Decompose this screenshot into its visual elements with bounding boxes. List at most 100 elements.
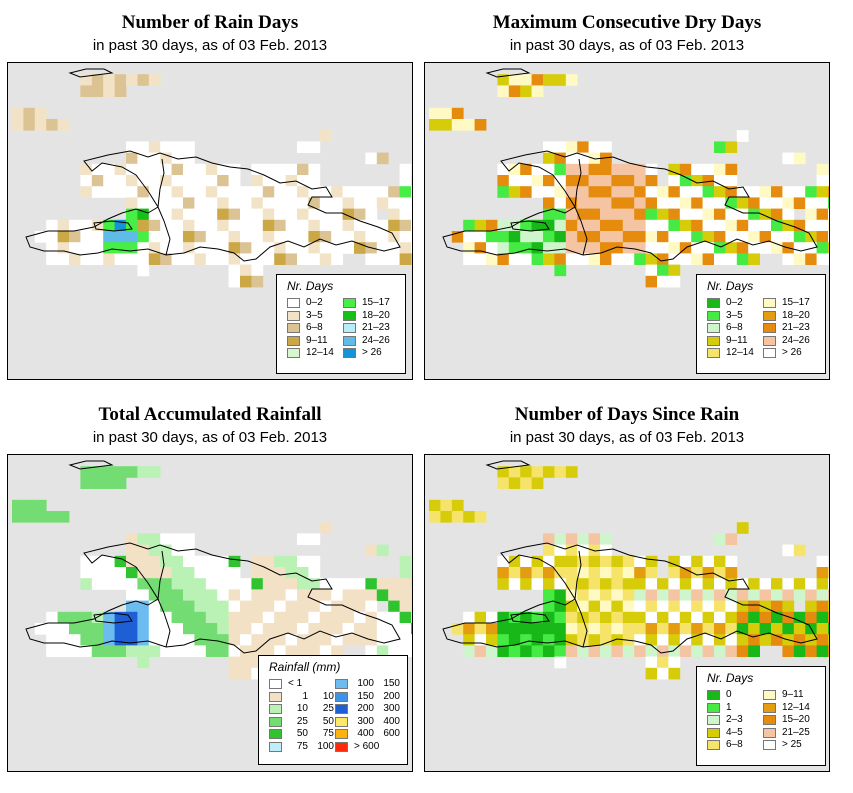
grid-cell <box>251 578 264 590</box>
grid-cell <box>657 634 669 646</box>
grid-cell <box>497 477 510 489</box>
grid-cell <box>137 567 150 579</box>
grid-cell <box>793 578 806 590</box>
grid-cell <box>543 567 555 579</box>
grid-cell <box>679 175 692 187</box>
grid-cell <box>520 623 532 635</box>
grid-cell <box>183 589 195 601</box>
grid-cell <box>793 197 806 209</box>
grid-cell <box>171 175 184 187</box>
grid-cell <box>319 611 332 624</box>
grid-cell <box>782 645 795 657</box>
legend-entry: > 25 <box>763 739 810 752</box>
grid-cell <box>611 600 624 613</box>
grid-cell <box>725 634 738 646</box>
grid-cell <box>388 208 400 221</box>
grid-cell <box>114 645 127 657</box>
grid-cell <box>543 645 555 657</box>
grid-cell <box>217 219 229 232</box>
legend-swatch <box>287 348 300 359</box>
grid-cell <box>577 600 589 613</box>
grid-cell <box>285 163 298 176</box>
grid-cell <box>451 107 464 120</box>
map-legend: Nr. Days 0 1 2–3 4–5 6–8 9–11 12–14 15–20 21–25… <box>696 666 826 766</box>
grid-cell <box>331 645 343 657</box>
grid-cell <box>171 567 184 579</box>
grid-cell <box>657 600 669 613</box>
grid-cell <box>565 186 578 198</box>
grid-cell <box>554 264 567 277</box>
grid-cell <box>554 567 567 579</box>
grid-cell <box>657 242 669 254</box>
legend-entry: 9–11 <box>763 689 810 702</box>
grid-cell <box>588 589 601 601</box>
grid-cell <box>285 197 298 209</box>
grid-cell <box>508 567 521 579</box>
grid-cell <box>228 219 241 232</box>
grid-cell <box>611 242 624 254</box>
grid-cell <box>240 623 252 635</box>
grid-cell <box>759 242 772 254</box>
grid-cell <box>531 175 544 187</box>
grid-cell <box>354 600 366 613</box>
grid-cell <box>771 219 783 232</box>
legend-col-1: 0–2 3–5 6–8 9–11 12–14 <box>287 297 334 360</box>
grid-cell <box>274 589 286 601</box>
grid-cell <box>114 74 127 86</box>
grid-cell <box>171 555 184 568</box>
grid-cell <box>160 634 172 646</box>
grid-cell <box>148 208 161 221</box>
grid-cell <box>240 264 252 277</box>
grid-cell <box>308 645 321 657</box>
grid-cell <box>411 175 412 187</box>
grid-cell <box>171 589 184 601</box>
grid-cell <box>771 600 783 613</box>
grid-cell <box>736 253 749 265</box>
grid-cell <box>399 175 412 187</box>
grid-cell <box>331 589 343 601</box>
grid-cell <box>411 219 412 232</box>
grid-cell <box>274 253 286 265</box>
grid-cell <box>183 634 195 646</box>
grid-cell <box>497 242 510 254</box>
grid-cell <box>702 163 715 176</box>
grid-cell <box>736 208 749 221</box>
map-grid <box>429 68 829 288</box>
grid-cell <box>816 163 829 176</box>
grid-cell <box>126 466 138 478</box>
grid-cell <box>759 208 772 221</box>
grid-cell <box>691 175 703 187</box>
legend-label: > 25 <box>782 739 802 751</box>
grid-cell <box>411 600 412 613</box>
grid-cell <box>331 578 343 590</box>
grid-cell <box>805 600 817 613</box>
legend-swatch <box>707 715 720 726</box>
grid-cell <box>137 600 150 613</box>
grid-cell <box>725 141 738 153</box>
grid-cell <box>228 186 241 198</box>
grid-cell <box>308 231 321 243</box>
grid-cell <box>137 175 150 187</box>
grid-cell <box>725 253 738 265</box>
legend-swatch <box>343 335 356 346</box>
grid-cell <box>702 611 715 624</box>
grid-cell <box>565 74 578 86</box>
grid-cell <box>228 634 241 646</box>
grid-cell <box>80 74 93 86</box>
map-frame: Nr. Days 0–2 3–5 6–8 9–11 12–14 15–17 18–20 21… <box>7 62 413 380</box>
grid-cell <box>748 253 760 265</box>
grid-cell <box>160 208 172 221</box>
grid-cell <box>228 656 241 669</box>
legend-swatch <box>763 310 776 321</box>
grid-cell <box>342 623 355 635</box>
grid-cell <box>668 197 681 209</box>
grid-cell <box>657 253 669 265</box>
grid-cell <box>463 511 475 523</box>
grid-cell <box>148 533 161 545</box>
grid-cell <box>714 141 726 153</box>
grid-cell <box>497 578 510 590</box>
legend-swatch <box>343 348 356 359</box>
grid-cell <box>645 623 658 635</box>
grid-cell <box>342 611 355 624</box>
grid-cell <box>365 611 378 624</box>
